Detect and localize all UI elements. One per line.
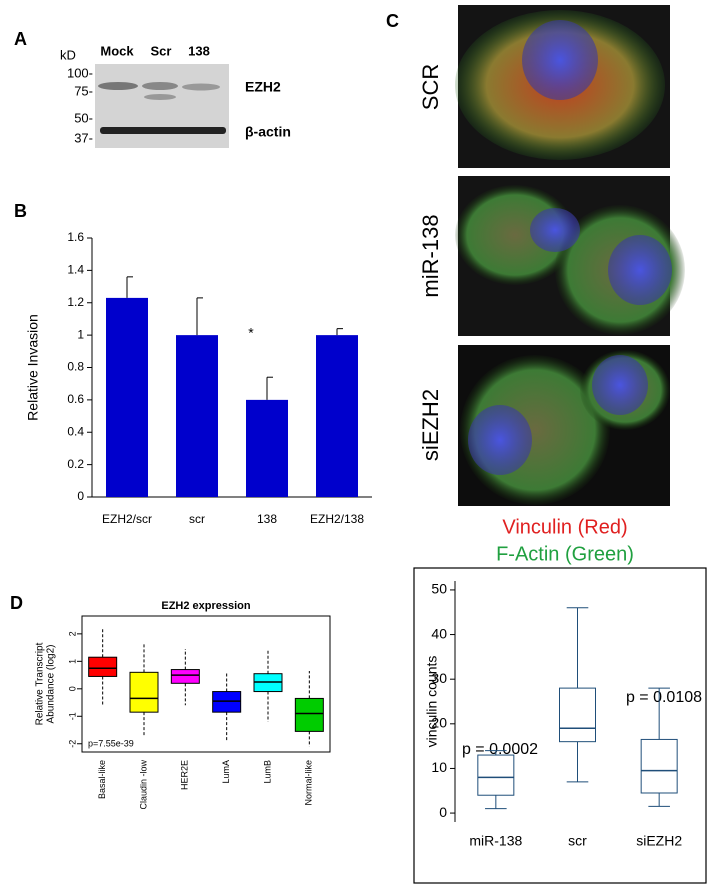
box (129, 671, 159, 713)
row-label: miR-138 (418, 214, 443, 297)
lane-label: Mock (100, 43, 134, 58)
micrograph (458, 345, 670, 506)
y-tick-label: 0.8 (67, 360, 84, 374)
row-label: siEZH2 (418, 389, 443, 461)
y-tick-label: 0 (77, 489, 84, 503)
band-label: EZH2 (245, 79, 281, 95)
y-tick-label: 0 (439, 804, 447, 820)
y-tick-label: -1 (67, 712, 77, 720)
micrograph (455, 176, 685, 336)
x-tick-label: LumB (262, 760, 272, 784)
blot (95, 64, 229, 148)
x-tick-label: miR-138 (469, 833, 522, 849)
y-tick-label: -2 (67, 740, 77, 748)
marker: 37- (74, 130, 93, 145)
marker: 75- (74, 83, 93, 98)
y-tick-label: 40 (431, 625, 447, 641)
marker: 100- (67, 65, 93, 80)
x-tick-label: EZH2/scr (102, 512, 152, 526)
y-tick-label: 0.4 (67, 424, 84, 438)
band (182, 83, 220, 91)
box (88, 656, 118, 677)
panel-label: A (14, 29, 27, 49)
y-tick-label: 1.4 (67, 263, 84, 277)
annotation: p = 0.0108 (626, 689, 702, 706)
y-tick-label: 0.6 (67, 392, 84, 406)
band (100, 127, 226, 134)
y-tick-label: 1 (77, 327, 84, 341)
box (559, 687, 596, 743)
panel-label: D (10, 593, 23, 613)
box (640, 738, 678, 794)
y-tick-label: 30 (431, 670, 447, 686)
bar (246, 399, 288, 497)
y-tick-label: 50 (431, 581, 447, 597)
x-tick-label: HER2E (180, 760, 190, 790)
annotation: p=7.55e-39 (88, 738, 134, 748)
x-tick-label: Claudin -low (138, 760, 148, 810)
band (144, 94, 176, 100)
y-tick-label: 1.6 (67, 230, 84, 244)
bar (176, 335, 218, 497)
y-tick-label: 1 (67, 659, 77, 664)
band (98, 82, 138, 90)
panel-label: C (386, 11, 399, 31)
annotation: p = 0.0002 (462, 741, 538, 758)
y-tick-label: 20 (431, 715, 447, 731)
x-tick-label: Normal-like (304, 760, 314, 806)
bar (106, 297, 148, 497)
panel-frame (413, 567, 707, 884)
box (294, 697, 324, 732)
x-tick-label: 138 (257, 512, 277, 526)
y-axis-label: Abundance (log2) (46, 645, 57, 724)
x-tick-label: Basal-like (97, 760, 107, 799)
legend-label: Vinculin (Red) (502, 516, 627, 538)
lane-label: 138 (188, 43, 210, 58)
box (477, 754, 515, 796)
row-label: SCR (418, 64, 443, 110)
unit-label: kD (60, 47, 76, 62)
band (142, 82, 178, 90)
y-axis-label: vinculin counts (424, 656, 440, 748)
marker: 50- (74, 110, 93, 125)
plot-frame (81, 615, 331, 753)
band-label: β-actin (245, 124, 291, 140)
chart-title: EZH2 expression (161, 600, 251, 612)
box (170, 669, 200, 684)
annotation: * (248, 325, 254, 341)
bar (316, 335, 358, 497)
x-tick-label: siEZH2 (636, 833, 682, 849)
y-tick-label: 2 (67, 631, 77, 636)
y-tick-label: 1.2 (67, 295, 84, 309)
x-tick-label: scr (568, 833, 587, 849)
x-tick-label: LumA (221, 760, 231, 784)
micrograph (455, 5, 670, 168)
panel-label: B (14, 201, 27, 221)
y-tick-label: 0 (67, 686, 77, 691)
x-tick-label: scr (189, 512, 205, 526)
y-tick-label: 0.2 (67, 457, 84, 471)
x-tick-label: EZH2/138 (310, 512, 364, 526)
y-tick-label: 10 (431, 759, 447, 775)
legend-label: F-Actin (Green) (496, 543, 634, 565)
lane-label: Scr (151, 43, 172, 58)
y-axis-label: Relative Transcript (35, 642, 46, 725)
y-axis-label: Relative Invasion (25, 314, 41, 421)
